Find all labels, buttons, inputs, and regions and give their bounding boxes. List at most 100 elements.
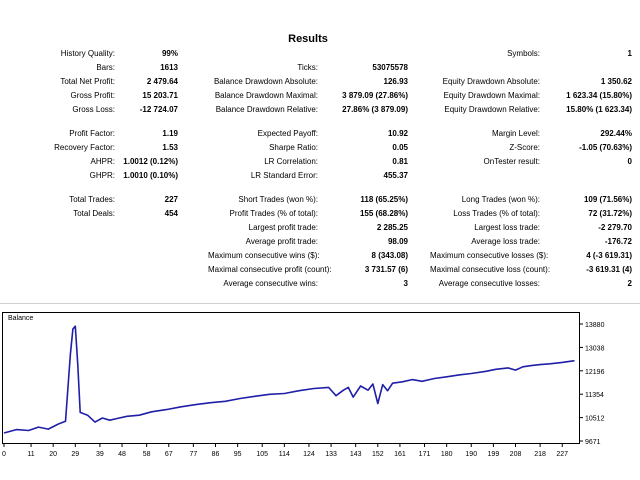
stat-label: Short Trades (won %): [238,195,318,204]
stat-label: Total Trades: [69,195,115,204]
stat-label: Maximum consecutive losses ($): [430,251,549,260]
separator-line [0,303,640,304]
x-tick-label: 190 [465,451,477,458]
stat-label: Margin Level: [491,129,540,138]
stat-value: 2 [627,279,632,288]
x-tick-label: 161 [394,451,406,458]
stat-value: 126.93 [383,77,408,86]
stat-label: Equity Drawdown Absolute: [442,77,540,86]
stat-value: 454 [164,209,178,218]
x-tick-label: 67 [165,451,173,458]
x-tick-label: 11 [27,451,34,458]
stat-value: 3 879.09 (27.86%) [342,91,408,100]
stat-label: Average consecutive losses: [438,279,540,288]
balance-series-line [3,325,575,434]
stat-value: 118 (65.25%) [360,195,408,204]
stat-value: 1 350.62 [600,77,632,86]
stat-label: Maximal consecutive profit (count): [208,265,332,274]
stat-label: Largest profit trade: [248,223,318,232]
stat-value: 3 731.57 (6) [364,265,408,274]
stat-label: Average loss trade: [471,237,540,246]
stat-label: Recovery Factor: [54,143,115,152]
stat-value: 1.0010 (0.10%) [123,171,178,180]
stat-label: OnTester result: [483,157,540,166]
x-tick-label: 48 [118,451,126,458]
x-tick-label: 143 [350,451,362,458]
x-tick-label: 86 [212,451,220,458]
stat-label: LR Standard Error: [250,171,318,180]
y-tick-label: 10512 [585,416,605,423]
stat-value: 2 285.25 [376,223,408,232]
x-tick-label: 152 [372,451,384,458]
stat-label: Equity Drawdown Maximal: [443,91,540,100]
x-tick-label: 29 [71,451,79,458]
stat-value: 99% [161,49,178,58]
stat-label: Ticks: [297,63,318,72]
results-title: Results [288,33,328,45]
stat-label: Largest loss trade: [474,223,540,232]
stat-value: 1.53 [162,143,178,152]
y-tick-label: 13038 [585,345,605,352]
stat-value: 1.0012 (0.12%) [123,157,178,166]
stat-label: Gross Loss: [72,105,115,114]
stat-label: Balance Drawdown Absolute: [213,77,318,86]
stat-value: 15 203.71 [142,91,178,100]
y-tick-label: 13880 [585,322,605,329]
stat-value: 0 [627,157,632,166]
x-tick-label: 105 [256,451,268,458]
balance-chart: 13880 13038 12196 11354 10512 9671 0 11 20 29 39 48… [2,312,605,458]
x-tick-label: 227 [556,451,568,458]
stat-value: 4 (-3 619.31) [586,251,632,260]
stat-value: 292.44% [600,129,632,138]
stat-value: 227 [164,195,178,204]
stat-value: 3 [403,279,408,288]
x-tick-label: 20 [49,451,57,458]
stat-value: 0.05 [392,143,408,152]
stat-label: Equity Drawdown Relative: [444,105,540,114]
stat-label: Bars: [96,63,115,72]
x-tick-label: 0 [2,451,6,458]
stat-value: 53075578 [372,63,408,72]
stat-label: Z-Score: [509,143,540,152]
stat-label: Long Trades (won %): [461,195,540,204]
x-tick-label: 218 [534,451,546,458]
stat-label: Average profit trade: [245,237,318,246]
stat-label: Total Net Profit: [60,77,115,86]
stat-value: 109 (71.56%) [583,195,632,204]
x-tick-label: 180 [441,451,453,458]
y-tick-label: 12196 [585,369,605,376]
x-tick-label: 199 [488,451,500,458]
stat-value: 27.86% (3 879.09) [342,105,408,114]
stat-label: GHPR: [89,171,115,180]
stat-label: LR Correlation: [264,157,318,166]
stat-label: Maximal consecutive loss (count): [430,265,551,274]
stat-label: Average consecutive wins: [223,279,318,288]
stat-value: 155 (68.28%) [359,209,408,218]
stat-label: Profit Factor: [69,129,115,138]
x-tick-label: 133 [325,451,337,458]
stat-label: Symbols: [507,49,540,58]
stat-label: Total Deals: [73,209,115,218]
stat-value: -176.72 [604,237,632,246]
x-tick-label: 77 [189,451,197,458]
x-tick-label: 95 [234,451,242,458]
x-tick-label: 124 [303,451,315,458]
stat-value: -3 619.31 (4) [586,265,632,274]
stat-label: Maximum consecutive wins ($): [208,251,320,260]
stat-value: 1613 [160,63,178,72]
stat-value: -12 724.07 [139,105,178,114]
stat-label: Gross Profit: [70,91,115,100]
x-tick-label: 114 [279,451,290,458]
stat-value: 0.81 [392,157,408,166]
stat-label: Balance Drawdown Relative: [215,105,318,114]
x-tick-label: 58 [143,451,151,458]
x-tick-label: 39 [96,451,104,458]
stat-label: Sharpe Ratio: [269,143,318,152]
stat-value: 98.09 [387,237,408,246]
stat-label: History Quality: [60,49,115,58]
x-tick-label: 171 [419,451,431,458]
stat-label: Profit Trades (% of total): [229,209,318,218]
stat-label: AHPR: [90,157,115,166]
plot-area [2,312,580,444]
stat-label: Balance Drawdown Maximal: [214,91,318,100]
